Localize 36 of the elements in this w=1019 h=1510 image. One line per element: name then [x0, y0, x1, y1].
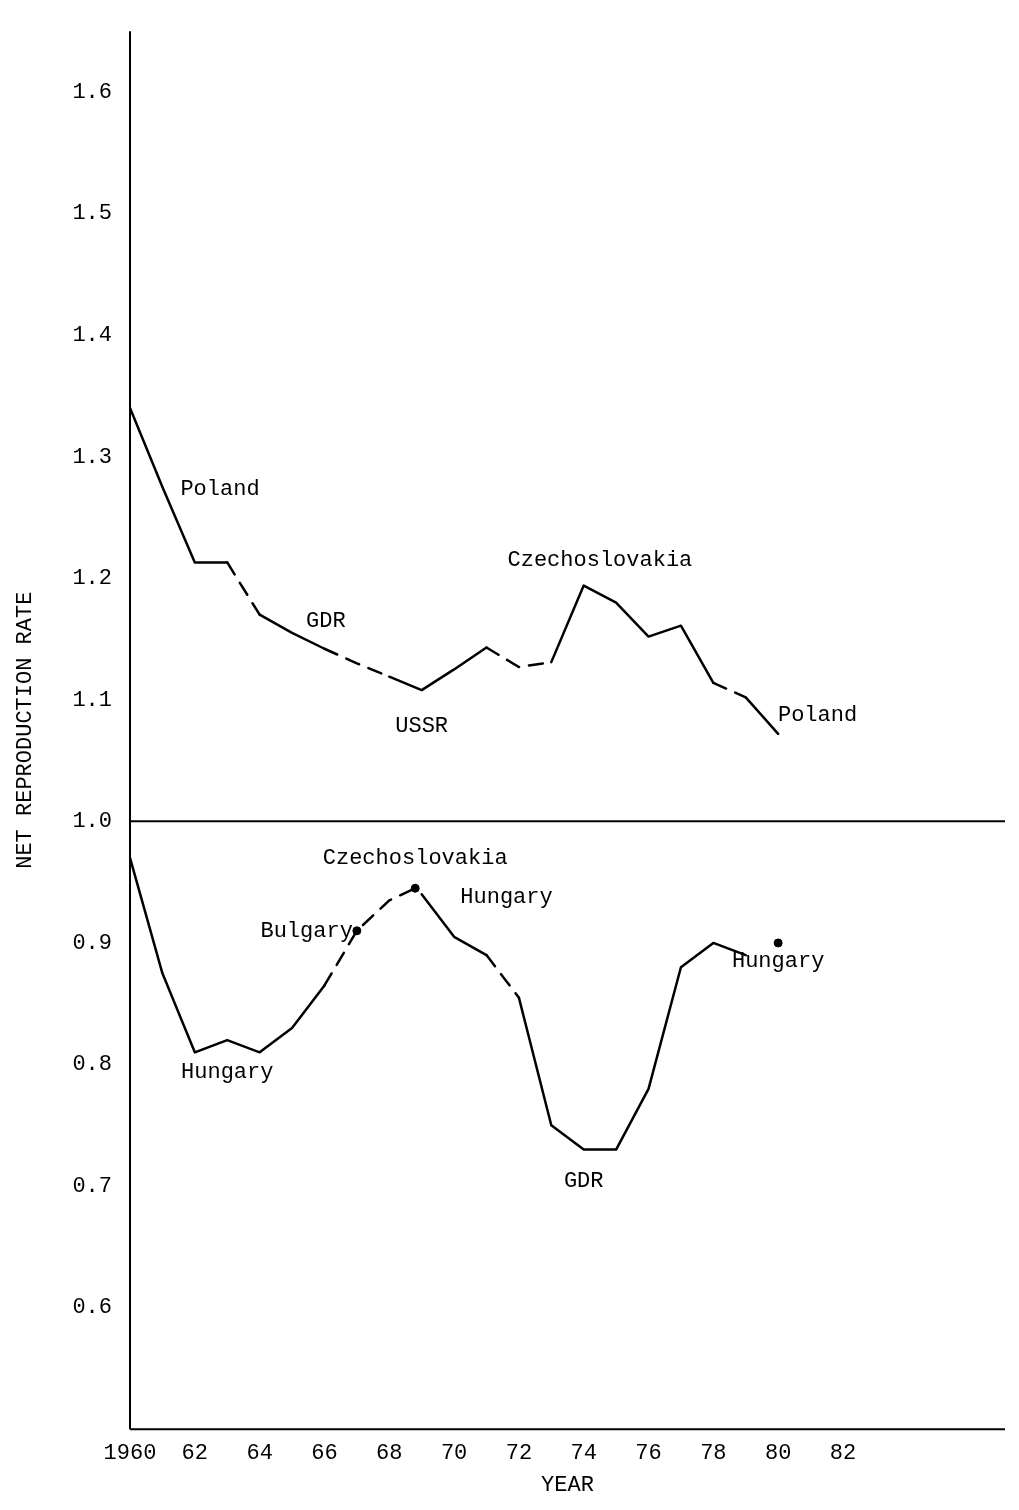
- x-tick-label: 70: [440, 1441, 468, 1467]
- annotation: Poland: [180, 476, 260, 502]
- y-tick-label: 1.0: [72, 809, 113, 835]
- annotation: USSR: [395, 713, 449, 739]
- annotation: Hungary: [731, 948, 825, 974]
- y-tick-label: 1.4: [72, 322, 113, 348]
- annotation: Hungary: [460, 885, 553, 911]
- x-tick-label: 64: [246, 1441, 273, 1467]
- x-axis-title: YEAR: [541, 1472, 594, 1498]
- x-tick-label: 68: [376, 1441, 403, 1467]
- y-tick-label: 0.7: [72, 1173, 113, 1199]
- x-tick-label: 66: [311, 1441, 338, 1467]
- x-tick-label: 72: [505, 1441, 533, 1467]
- y-tick-label: 1.6: [72, 79, 113, 105]
- x-tick-label: 82: [829, 1441, 857, 1467]
- y-tick-label: 1.3: [72, 444, 113, 470]
- annotation: GDR: [306, 608, 346, 634]
- y-tick-label: 0.9: [72, 930, 113, 956]
- annotation: Poland: [777, 703, 858, 729]
- y-tick-label: 0.6: [72, 1295, 113, 1321]
- annotation: Hungary: [181, 1060, 274, 1086]
- annotation: GDR: [563, 1169, 604, 1195]
- annotation: Czechoslovakia: [322, 846, 508, 872]
- annotation: Czechoslovakia: [507, 547, 693, 573]
- x-tick-label: 74: [570, 1441, 597, 1467]
- x-tick-label: 80: [764, 1441, 792, 1467]
- annotation: Bulgary: [260, 918, 353, 944]
- x-tick-label: 78: [700, 1441, 727, 1467]
- y-tick-label: 1.5: [72, 201, 113, 227]
- x-tick-label: 62: [181, 1441, 209, 1467]
- x-tick-label: 1960: [103, 1441, 157, 1467]
- x-tick-label: 76: [635, 1441, 662, 1467]
- y-axis-title: NET REPRODUCTION RATE: [13, 591, 39, 869]
- y-tick-label: 1.1: [72, 687, 113, 713]
- y-tick-label: 0.8: [72, 1052, 113, 1078]
- y-tick-label: 1.2: [72, 566, 113, 592]
